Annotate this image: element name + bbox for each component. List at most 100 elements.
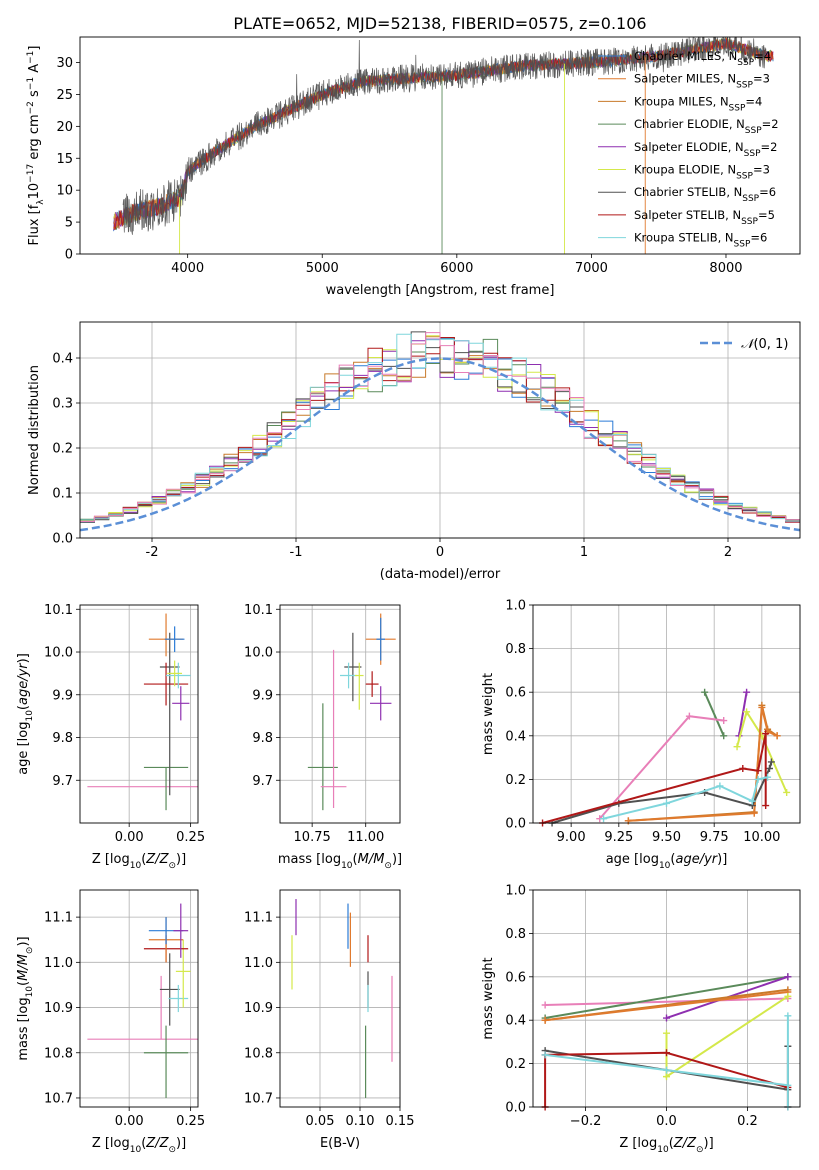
spectrum-series	[113, 37, 774, 230]
legend-label: Chabrier STELIB, NSSP=6	[634, 185, 776, 204]
weight-marker	[663, 1073, 670, 1081]
weight-marker	[754, 767, 762, 775]
y-tick-label: 0.8	[505, 642, 526, 657]
errorbar-point	[355, 662, 364, 710]
y-tick-label: 0.4	[505, 729, 526, 744]
y-tick-label: 11.1	[244, 911, 273, 926]
x-axis-label: mass [log10(M/M⊙)]	[278, 852, 402, 871]
y-tick-label: 9.7	[252, 774, 273, 789]
errorbar-point	[376, 617, 385, 661]
errorbar-point	[167, 660, 183, 687]
age_Z-points	[87, 613, 198, 811]
panel-mw_Z: −0.2 0.0 0.2 0.0 0.2 0.4 0.6 0.8 1.0 Z [log10(Z/Z…	[481, 884, 801, 1155]
weight-marker	[541, 1016, 549, 1024]
axes-frame	[279, 889, 401, 1108]
x-tick-label: 0.25	[176, 1114, 205, 1129]
y-tick-label: 10.0	[244, 646, 273, 661]
y-tick-label: 10.7	[244, 1091, 273, 1106]
weight-marker	[784, 973, 792, 981]
y-tick-label: 25	[56, 88, 73, 103]
errorbar-point	[168, 984, 189, 1013]
axes-frame	[79, 604, 199, 824]
y-tick-label: 11.1	[44, 911, 73, 926]
y-axis-label: mass weight	[481, 673, 496, 755]
legend-label: Salpeter STELIB, NSSP=5	[634, 208, 775, 227]
x-tick-label: 8000	[709, 261, 742, 276]
x-tick-label: 9.00	[557, 830, 586, 845]
y-axis-label: Normed distribution	[27, 365, 42, 495]
weight-marker	[783, 788, 791, 796]
y-tick-label: 11.0	[244, 956, 273, 971]
errorbar-point	[370, 686, 392, 721]
x-tick-label: 0.10	[346, 1114, 375, 1129]
weight-marker	[720, 732, 728, 740]
weight-marker	[733, 743, 741, 751]
x-tick-label: -2	[146, 545, 159, 560]
errorbar-point	[173, 903, 189, 958]
errorbar-point	[143, 662, 189, 706]
weight-marker	[720, 717, 728, 725]
x-tick-label: 11.00	[347, 830, 384, 845]
x-tick-label: 0.2	[737, 1114, 758, 1129]
weight-series	[544, 975, 789, 1019]
normal-curve	[80, 357, 800, 532]
x-tick-label: −0.2	[570, 1114, 602, 1129]
y-tick-label: 20	[56, 120, 73, 135]
y-axis-label: mass [log10(M/M⊙)]	[16, 936, 35, 1060]
hist-series	[80, 331, 800, 523]
weight-marker	[739, 765, 747, 772]
y-tick-label: 10.9	[44, 1001, 73, 1016]
legend-label: Kroupa STELIB, NSSP=6	[634, 231, 767, 250]
x-tick-label: 5000	[306, 261, 339, 276]
errorbar-point	[365, 671, 379, 697]
weight-marker	[701, 688, 709, 696]
errorbar-point	[340, 662, 358, 689]
panel-spectrum: 4000 5000 6000 7000 8000 0 5 10 15 20 25 30 Chabrier…	[26, 36, 801, 298]
errorbar-point	[159, 632, 180, 796]
axes-frame	[279, 604, 401, 824]
age_mass-points	[307, 613, 396, 811]
weight-series	[665, 995, 789, 1079]
panel-hist: -2 -1 0 1 2 0.0 0.1 0.2 0.3 0.4 𝒩(0, 1) (data-model…	[27, 321, 801, 582]
weight-marker	[743, 688, 751, 696]
y-tick-label: 9.7	[52, 774, 73, 789]
x-tick-label: 7000	[575, 261, 608, 276]
x-tick-label: 1	[580, 545, 588, 560]
weight-marker	[784, 992, 792, 1000]
errorbar-point	[143, 766, 189, 811]
y-tick-label: 15	[56, 152, 73, 167]
x-tick-label: 0.05	[306, 1114, 335, 1129]
weight-marker	[784, 1012, 792, 1020]
y-tick-label: 0.6	[505, 970, 526, 985]
x-tick-label: 6000	[440, 261, 473, 276]
x-tick-label: 9.50	[652, 830, 681, 845]
y-tick-label: 0.0	[505, 817, 526, 832]
weight-marker	[663, 1066, 670, 1074]
weight-marker	[764, 773, 772, 781]
y-tick-label: 10.8	[244, 1046, 273, 1061]
y-axis-label: age [log10(age/yr)]	[16, 653, 35, 775]
axes-frame	[79, 36, 801, 255]
y-tick-label: 9.9	[252, 688, 273, 703]
weight-series	[544, 991, 789, 1022]
y-tick-label: 0.6	[505, 686, 526, 701]
legend-label: Kroupa ELODIE, NSSP=3	[634, 163, 770, 182]
weight-marker	[748, 797, 756, 805]
errorbar-point	[164, 626, 185, 653]
y-tick-label: 0.0	[505, 1101, 526, 1116]
weight-marker	[762, 730, 770, 738]
x-tick-label: 10.75	[294, 830, 331, 845]
x-axis-label: age [log10(age/yr)]	[606, 852, 728, 871]
weight-marker	[541, 1051, 549, 1059]
mw_age-lines	[539, 688, 791, 827]
x-tick-label: 0.00	[115, 830, 144, 845]
x-tick-label: 0.0	[656, 1114, 677, 1129]
weight-marker	[754, 775, 762, 783]
x-tick-label: 0.00	[115, 1114, 144, 1129]
weight-marker	[716, 782, 724, 790]
weight-series	[545, 997, 788, 1006]
hist-series	[80, 332, 800, 522]
panel-mass_Z: 0.00 0.25 10.7 10.8 10.9 11.0 11.1 Z [log10(Z/Z…	[16, 889, 205, 1155]
mass_Z-points	[87, 903, 198, 1098]
figure-title: PLATE=0652, MJD=52138, FIBERID=0575, z=0…	[233, 14, 646, 33]
